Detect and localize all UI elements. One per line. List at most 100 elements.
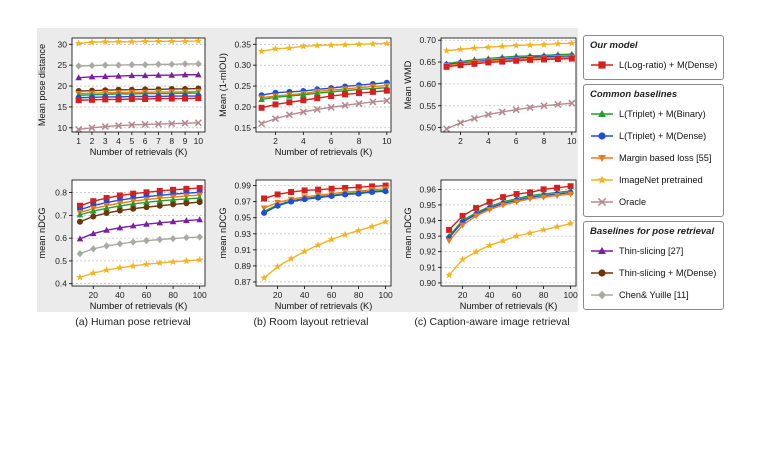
x-tick-label: 10 [382,136,392,146]
data-point-ours [88,96,95,103]
data-point-thin [181,71,189,78]
data-point-ours [183,185,190,192]
data-point-oracle [554,100,562,109]
data-point-chen [168,60,176,68]
data-point-chen [155,60,162,68]
data-point-thind [103,210,110,217]
data-point-oracle [101,123,109,131]
data-point-imagenet [257,47,266,55]
legend-item-td: L(Triplet) + M(Dense) [590,125,717,147]
series-line-tb [78,92,199,96]
plot-frame [71,179,206,287]
legend-label: Thin-slicing [27] [619,246,684,256]
y-tick-label: 0.8 [55,188,67,198]
legend-group: Baselines for pose retrieval Thin-slicing… [583,221,724,310]
data-point-ours [554,184,561,191]
data-point-oracle [456,119,465,127]
data-point-thin [101,72,109,79]
data-point-imagenet [299,42,308,50]
series-thind [76,199,203,225]
data-point-oracle [181,119,189,127]
series-line-thind [78,87,199,92]
data-point-ours [369,183,376,190]
series-ours [75,95,202,104]
data-point-margin [445,238,453,245]
series-ours [76,184,203,209]
y-tick-label: 0.90 [419,278,436,288]
x-tick-label: 6 [329,136,334,146]
series-tb [76,194,203,218]
data-point-imagenet [383,39,391,47]
data-point-ours [369,88,376,95]
data-point-imagenet [554,39,562,47]
x-tick-label: 2 [273,136,278,146]
data-point-imagenet [341,230,349,238]
data-point-td [288,198,295,205]
legend-label: Chen& Yuille [11] [619,290,689,300]
data-point-oracle [128,121,136,129]
data-point-chen [181,60,189,68]
series-line-oracle [78,122,199,131]
x-axis-label: Number of retrievals (K) [90,147,188,157]
data-point-chen [156,235,164,244]
data-point-oracle [75,125,83,134]
data-point-thin [88,73,96,80]
legend-item-imagenet: ImageNet pretrained [590,169,717,191]
series-oracle [75,119,202,134]
data-point-tb [300,91,307,98]
plot-area [72,38,205,132]
y-tick-label: 0.95 [419,200,436,210]
legend-swatch-td [591,132,613,140]
data-point-margin [567,191,574,198]
data-point-imagenet [156,259,164,267]
data-point-thind [156,202,163,209]
data-point-tb [156,197,164,204]
y-tick-label: 0.94 [419,216,436,226]
data-point-imagenet [141,37,149,45]
data-point-oracle [470,114,478,123]
series-line-margin [79,194,200,214]
legend-swatch-tb [591,109,613,118]
data-point-ours [355,184,362,191]
data-point-imagenet [89,269,97,277]
series-line-td [79,191,200,211]
data-point-thin [156,219,164,226]
y-tick-label: 0.96 [419,184,436,194]
data-point-ours [513,191,520,198]
data-point-oracle [355,100,363,108]
x-tick-label: 20 [89,290,99,300]
data-point-imagenet [287,254,295,262]
y-tick-label: 0.55 [419,101,436,111]
data-point-ours [471,60,478,67]
data-point-imagenet [169,257,177,265]
plot-3: 0.50 0.55 0.60 0.65 0.70 2 4 6 8 10 Mean WMD [403,35,577,146]
data-point-margin [499,202,507,209]
data-point-imagenet [260,274,268,282]
data-point-thin [116,224,124,231]
data-point-imagenet [369,39,377,47]
data-point-imagenet [101,37,109,45]
series-line-ours [446,57,572,68]
data-point-tb [103,204,110,211]
data-point-thin [196,216,203,223]
data-point-ours [342,91,349,98]
y-tick-label: 0.20 [234,102,251,112]
data-point-chen [141,61,149,69]
series-ours [443,55,575,70]
data-point-ours [168,95,175,102]
legend-group: Our model L(Log-ratio) + M(Dense) [583,35,724,80]
plot-frame [255,179,392,287]
data-point-ours [513,57,520,64]
x-tick-label: 7 [156,136,161,146]
y-tick-label: 0.35 [234,39,251,49]
x-tick-label: 6 [143,136,148,146]
y-axis-label: Mean WMD [403,60,413,109]
data-point-tb [313,89,321,96]
data-point-tb [327,88,335,95]
series-line-imagenet [446,42,572,52]
series-imagenet [445,219,575,279]
data-point-thind [130,205,137,212]
y-tick-label: 0.15 [234,123,251,133]
series-imagenet [76,255,204,281]
series-line-tb [448,190,571,237]
